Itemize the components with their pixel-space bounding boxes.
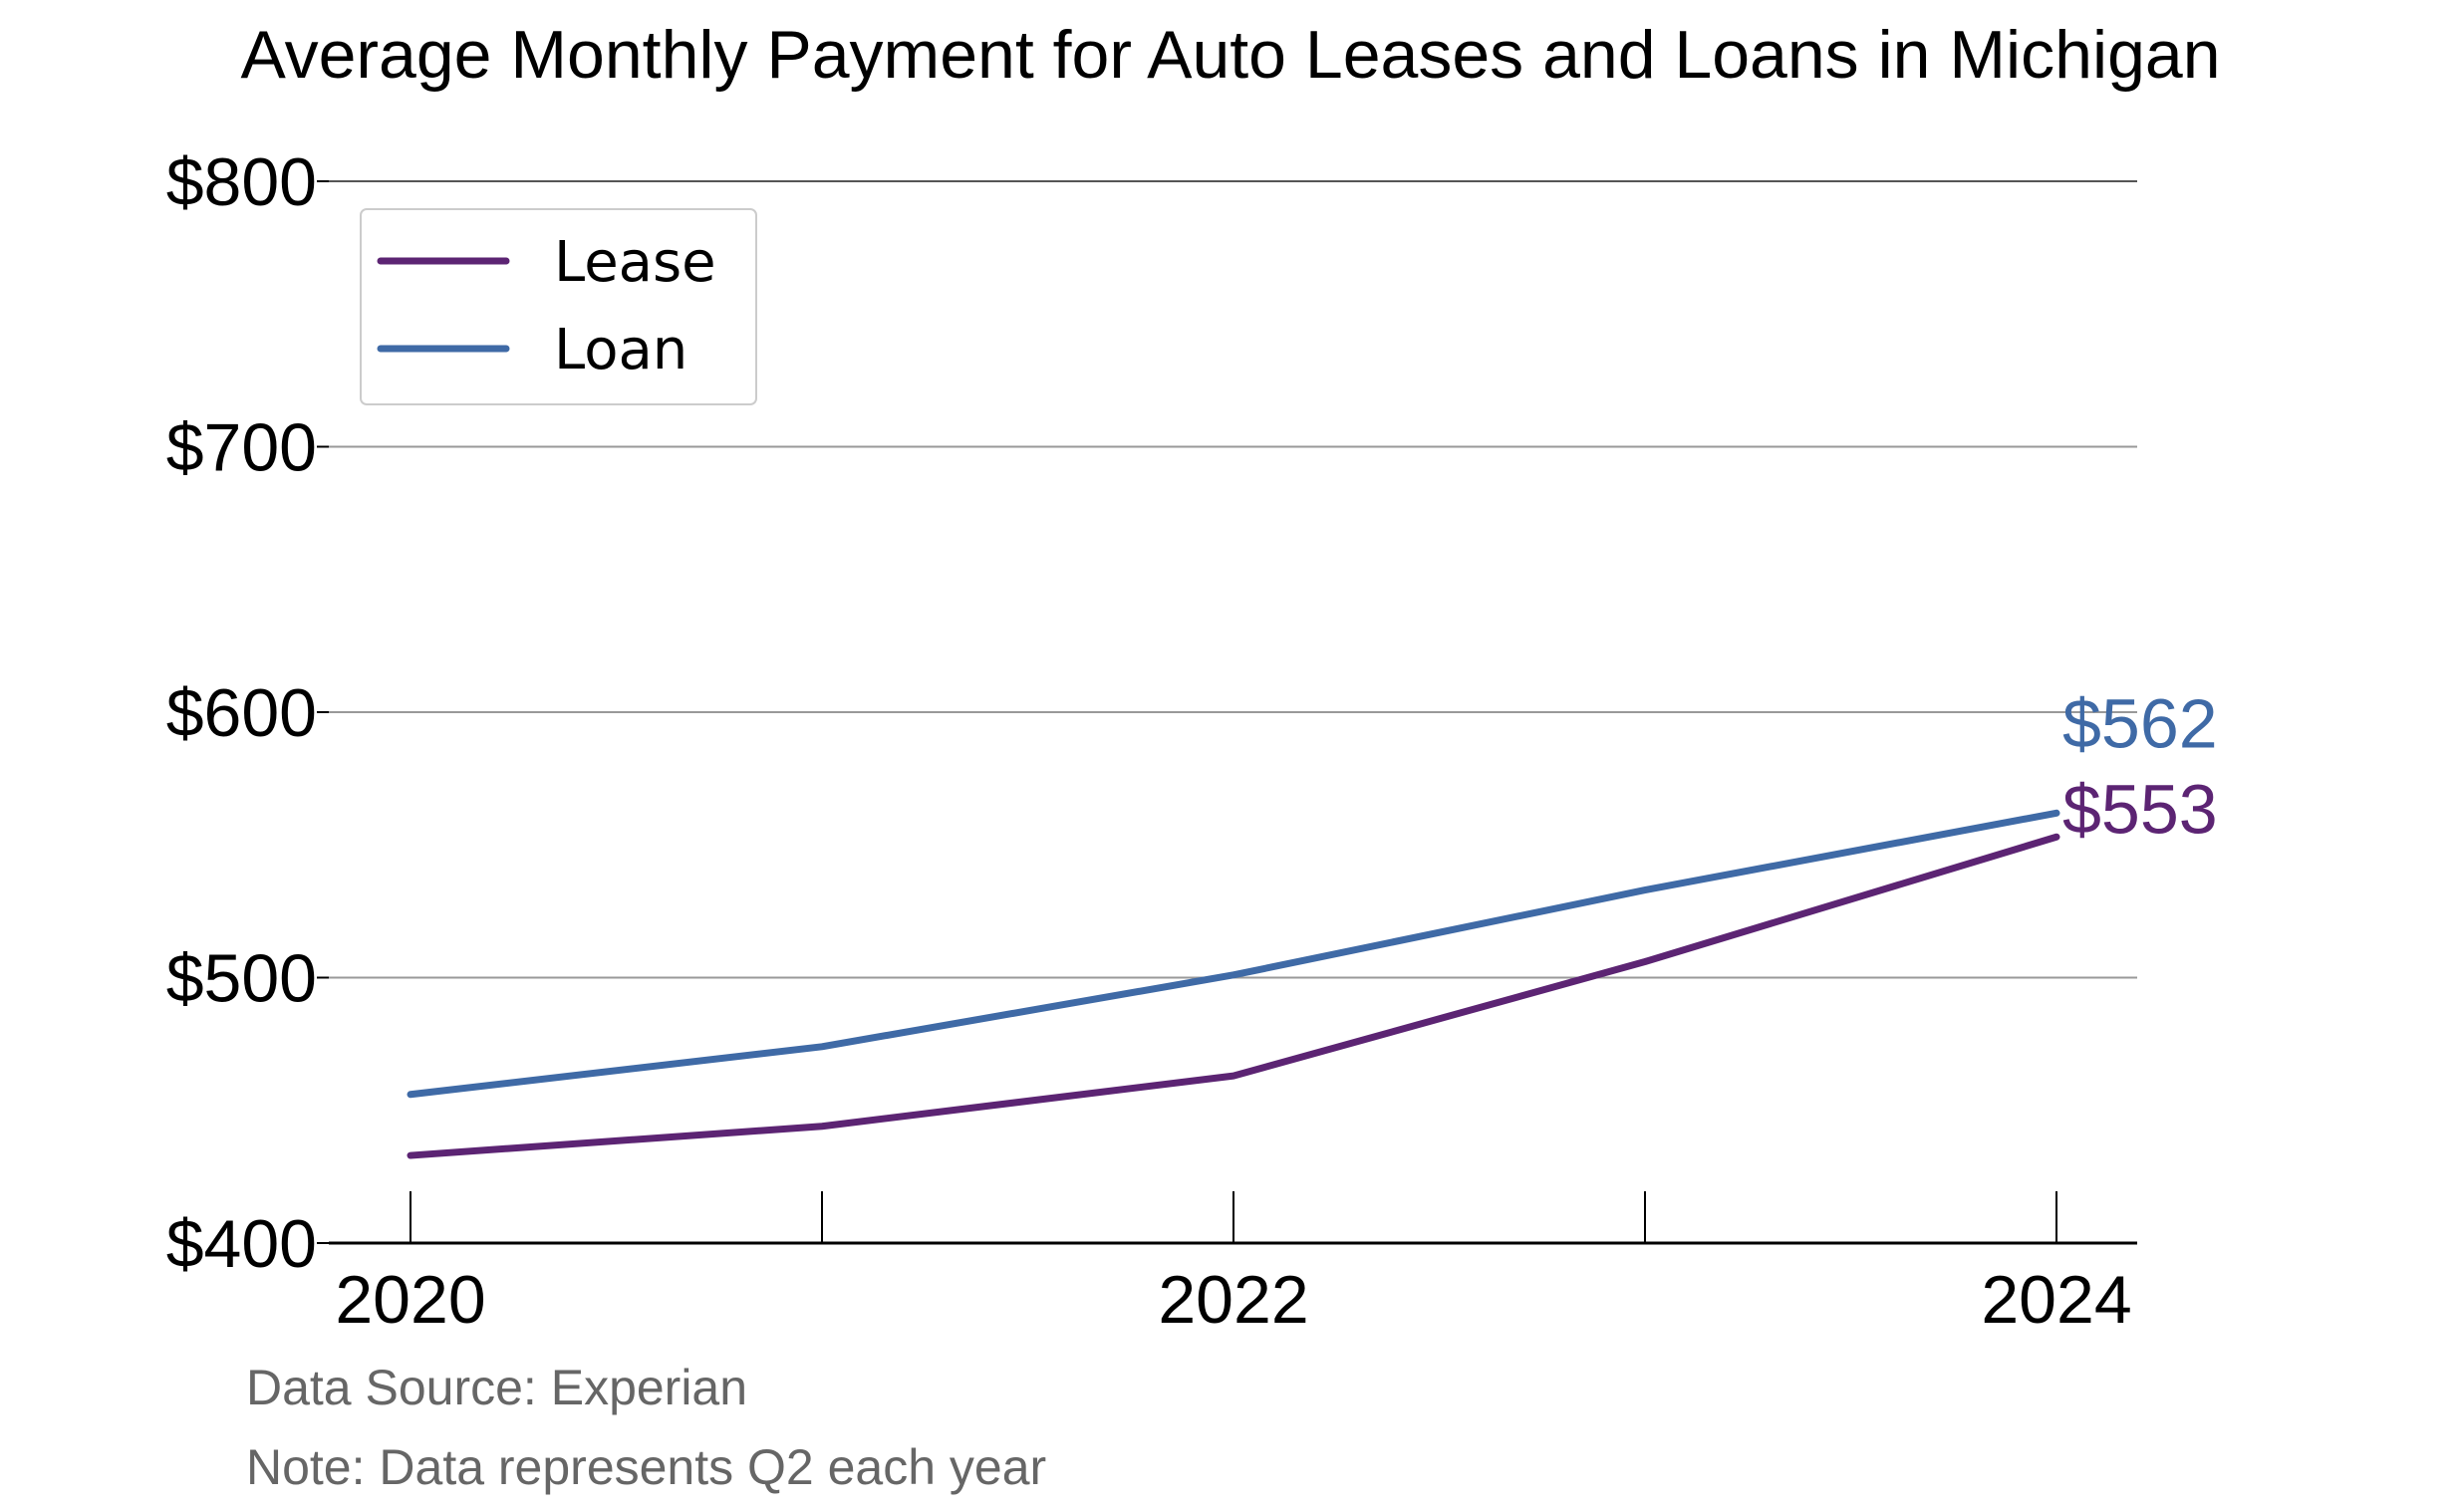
x-axis: 2020 2022 2024	[329, 1191, 2137, 1338]
y-tick-label-500: $500	[166, 941, 317, 1017]
series-line-loan	[407, 809, 2060, 1099]
y-tick-label-700: $700	[166, 410, 317, 486]
chart-title: Average Monthly Payment for Auto Leases …	[240, 17, 2220, 93]
x-tick-label-2024: 2024	[1981, 1262, 2131, 1338]
y-tick-label-600: $600	[166, 675, 317, 751]
end-labels: $553 $562	[2062, 684, 2218, 848]
y-axis-ticks: $400 $500 $600 $700 $800	[166, 144, 329, 1282]
series-line-lease	[407, 833, 2060, 1159]
y-tick-label-400: $400	[166, 1206, 317, 1282]
y-tick-label-800: $800	[166, 144, 317, 220]
x-tick-label-2022: 2022	[1158, 1262, 1308, 1338]
series-lines	[407, 809, 2060, 1159]
legend: Lease Loan	[360, 208, 757, 405]
end-label-loan: $562	[2062, 684, 2218, 762]
x-tick-label-2020: 2020	[335, 1262, 485, 1338]
data-source-note: Data Source: Experian	[246, 1360, 747, 1415]
q2-note: Note: Data represents Q2 each year	[246, 1439, 1046, 1495]
end-label-lease: $553	[2062, 770, 2218, 848]
legend-label-lease: Lease	[554, 230, 716, 295]
legend-label-loan: Loan	[554, 318, 687, 382]
